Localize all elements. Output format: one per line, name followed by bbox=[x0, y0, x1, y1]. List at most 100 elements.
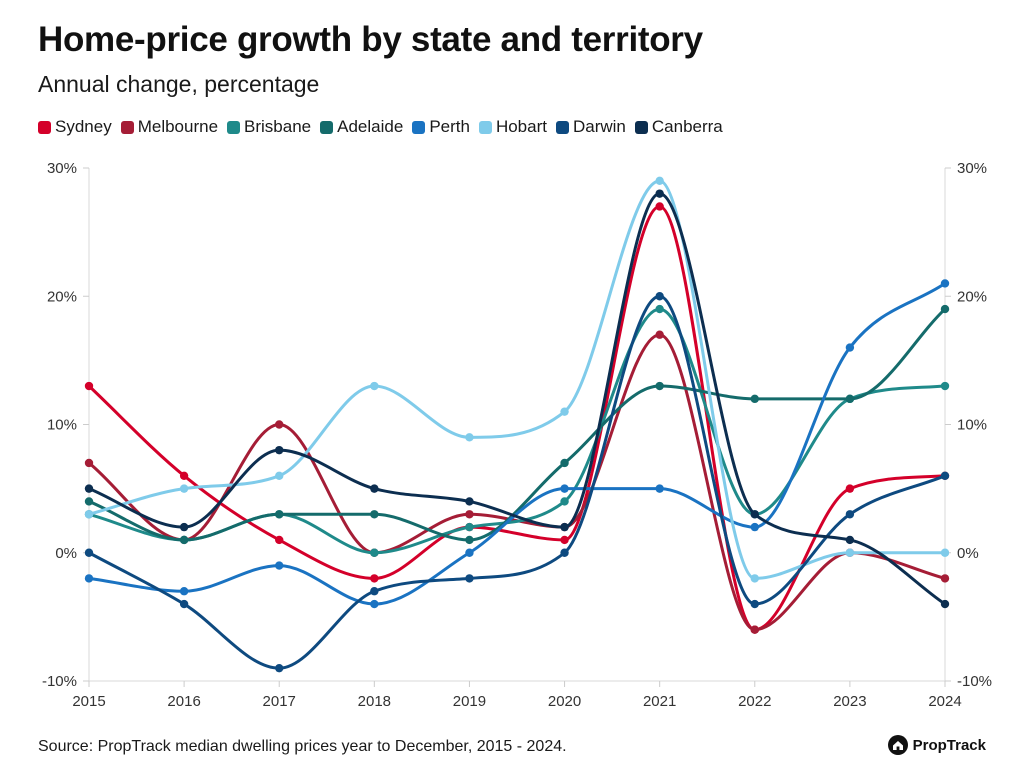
series-brisbane bbox=[84, 304, 950, 557]
legend-item-melbourne: Melbourne bbox=[120, 117, 219, 137]
data-point-perth bbox=[845, 343, 855, 352]
data-point-perth bbox=[179, 587, 189, 596]
data-point-melbourne bbox=[275, 420, 284, 429]
data-point-hobart bbox=[179, 484, 189, 493]
legend-label-hobart: Hobart bbox=[495, 117, 547, 136]
data-point-canberra bbox=[750, 510, 759, 519]
x-tick-label: 2021 bbox=[643, 693, 676, 710]
data-point-canberra bbox=[179, 522, 189, 532]
data-point-brisbane bbox=[655, 304, 664, 314]
legend-item-perth: Perth bbox=[412, 117, 470, 137]
legend-item-brisbane: Brisbane bbox=[227, 117, 311, 137]
data-point-melbourne bbox=[940, 574, 950, 583]
x-tick-label: 2017 bbox=[263, 693, 296, 710]
legend-swatch-adelaide bbox=[320, 120, 334, 134]
data-point-sydney bbox=[84, 381, 94, 391]
series-sydney bbox=[84, 202, 950, 634]
data-point-darwin bbox=[275, 663, 284, 673]
x-tick-label: 2019 bbox=[453, 693, 486, 710]
legend: Sydney Melbourne Brisbane Adelaide Perth Hoba… bbox=[38, 117, 723, 137]
data-point-hobart bbox=[655, 176, 664, 186]
legend-swatch-hobart bbox=[478, 120, 492, 134]
data-point-adelaide bbox=[845, 394, 855, 404]
data-point-perth bbox=[655, 484, 664, 493]
legend-item-darwin: Darwin bbox=[555, 117, 626, 137]
data-point-sydney bbox=[560, 535, 569, 545]
legend-label-melbourne: Melbourne bbox=[137, 117, 219, 136]
y-tick-label-right: 10% bbox=[957, 417, 987, 434]
legend-item-adelaide: Adelaide bbox=[320, 117, 403, 137]
y-tick-label-right: -10% bbox=[957, 673, 992, 690]
y-tick-label-right: 30% bbox=[957, 160, 987, 177]
legend-swatch-darwin bbox=[555, 120, 569, 134]
data-point-adelaide bbox=[370, 510, 379, 519]
x-tick-label: 2023 bbox=[833, 693, 866, 710]
data-point-canberra bbox=[845, 535, 855, 545]
series-darwin bbox=[84, 292, 950, 673]
data-point-brisbane bbox=[560, 497, 569, 506]
data-point-perth bbox=[560, 484, 569, 493]
data-point-sydney bbox=[655, 202, 664, 211]
series-line-canberra bbox=[87, 192, 947, 606]
data-point-darwin bbox=[179, 599, 189, 609]
x-tick-label: 2015 bbox=[72, 693, 105, 710]
data-point-adelaide bbox=[560, 458, 569, 468]
x-tick-label: 2024 bbox=[928, 693, 961, 710]
data-point-brisbane bbox=[370, 548, 379, 557]
legend-swatch-sydney bbox=[38, 120, 51, 134]
data-point-hobart bbox=[940, 548, 950, 557]
legend-label-canberra: Canberra bbox=[651, 117, 723, 136]
legend-swatch-canberra bbox=[634, 120, 648, 134]
data-point-darwin bbox=[465, 574, 474, 583]
data-point-hobart bbox=[370, 381, 379, 391]
series-hobart bbox=[84, 176, 950, 583]
series-line-adelaide bbox=[87, 307, 947, 542]
data-point-canberra bbox=[84, 484, 94, 493]
data-point-darwin bbox=[940, 471, 950, 480]
legend-label-sydney: Sydney bbox=[55, 117, 112, 136]
data-point-perth bbox=[370, 599, 379, 609]
data-point-sydney bbox=[275, 535, 284, 545]
data-point-adelaide bbox=[940, 304, 950, 314]
x-tick-label: 2022 bbox=[738, 693, 771, 710]
data-point-darwin bbox=[655, 292, 664, 301]
y-tick-label-left: 20% bbox=[47, 288, 77, 305]
y-tick-label-left: -10% bbox=[42, 673, 77, 690]
y-tick-label-right: 20% bbox=[957, 288, 987, 305]
data-point-adelaide bbox=[465, 535, 474, 545]
legend-item-hobart: Hobart bbox=[478, 117, 547, 137]
data-point-perth bbox=[750, 522, 759, 532]
data-point-darwin bbox=[84, 548, 94, 557]
data-point-melbourne bbox=[84, 458, 94, 468]
data-point-sydney bbox=[370, 574, 379, 583]
data-point-canberra bbox=[655, 189, 664, 198]
brand-name: PropTrack bbox=[912, 736, 986, 754]
series-line-perth bbox=[87, 281, 947, 606]
legend-label-brisbane: Brisbane bbox=[244, 117, 312, 136]
data-point-darwin bbox=[750, 599, 759, 609]
y-tick-label-left: 10% bbox=[47, 417, 77, 434]
x-tick-label: 2016 bbox=[167, 693, 200, 710]
legend-item-canberra: Canberra bbox=[634, 117, 723, 137]
data-point-perth bbox=[275, 561, 284, 570]
data-point-hobart bbox=[845, 548, 855, 557]
data-point-canberra bbox=[940, 599, 950, 609]
data-point-adelaide bbox=[750, 394, 759, 404]
data-point-darwin bbox=[845, 510, 855, 519]
chart-title: Home-price growth by state and territory bbox=[38, 20, 703, 59]
data-point-perth bbox=[465, 548, 474, 557]
data-point-melbourne bbox=[655, 330, 664, 339]
legend-swatch-melbourne bbox=[120, 120, 134, 134]
data-point-melbourne bbox=[750, 625, 759, 634]
data-point-hobart bbox=[275, 471, 284, 480]
source-note: Source: PropTrack median dwelling prices… bbox=[38, 738, 567, 755]
legend-swatch-brisbane bbox=[227, 120, 241, 134]
legend-swatch-perth bbox=[412, 120, 426, 134]
data-point-brisbane bbox=[940, 381, 950, 391]
chart-subtitle: Annual change, percentage bbox=[38, 71, 320, 97]
data-point-canberra bbox=[370, 484, 379, 493]
data-point-adelaide bbox=[275, 510, 284, 519]
series-canberra bbox=[84, 189, 950, 609]
house-logo-icon bbox=[887, 735, 908, 755]
data-point-darwin bbox=[560, 548, 569, 557]
